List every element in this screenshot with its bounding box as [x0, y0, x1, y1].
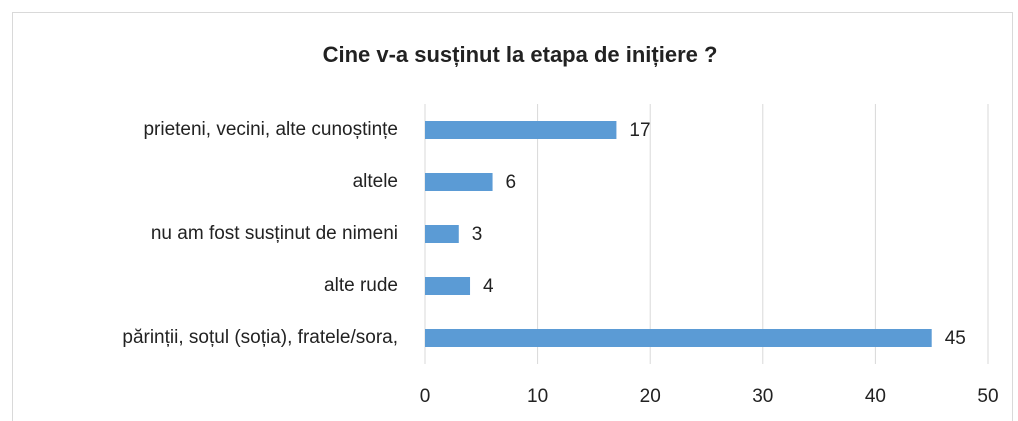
chart-frame	[12, 12, 1013, 421]
bar	[425, 121, 617, 139]
data-label: 17	[629, 120, 650, 141]
x-tick-label: 20	[640, 386, 661, 407]
y-tick-label: alte rude	[324, 275, 398, 296]
y-tick-label: prieteni, vecini, alte cunoștințe	[143, 119, 398, 140]
bar	[425, 225, 459, 243]
data-label: 45	[945, 328, 966, 349]
bar	[425, 173, 493, 191]
bar	[425, 329, 932, 347]
x-tick-label: 40	[865, 386, 886, 407]
chart-title: Cine v-a susținut la etapa de inițiere ?	[323, 42, 718, 67]
x-tick-label: 0	[420, 386, 431, 407]
x-tick-label: 10	[527, 386, 548, 407]
y-tick-label: altele	[353, 171, 398, 192]
data-label: 6	[506, 172, 517, 193]
bar	[425, 277, 471, 295]
data-label: 4	[483, 276, 494, 297]
x-tick-label: 50	[977, 386, 998, 407]
data-label: 3	[472, 224, 483, 245]
y-tick-label: nu am fost susținut de nimeni	[151, 223, 398, 244]
x-tick-label: 30	[752, 386, 773, 407]
y-tick-label: părinții, soțul (soția), fratele/sora,	[122, 327, 398, 348]
